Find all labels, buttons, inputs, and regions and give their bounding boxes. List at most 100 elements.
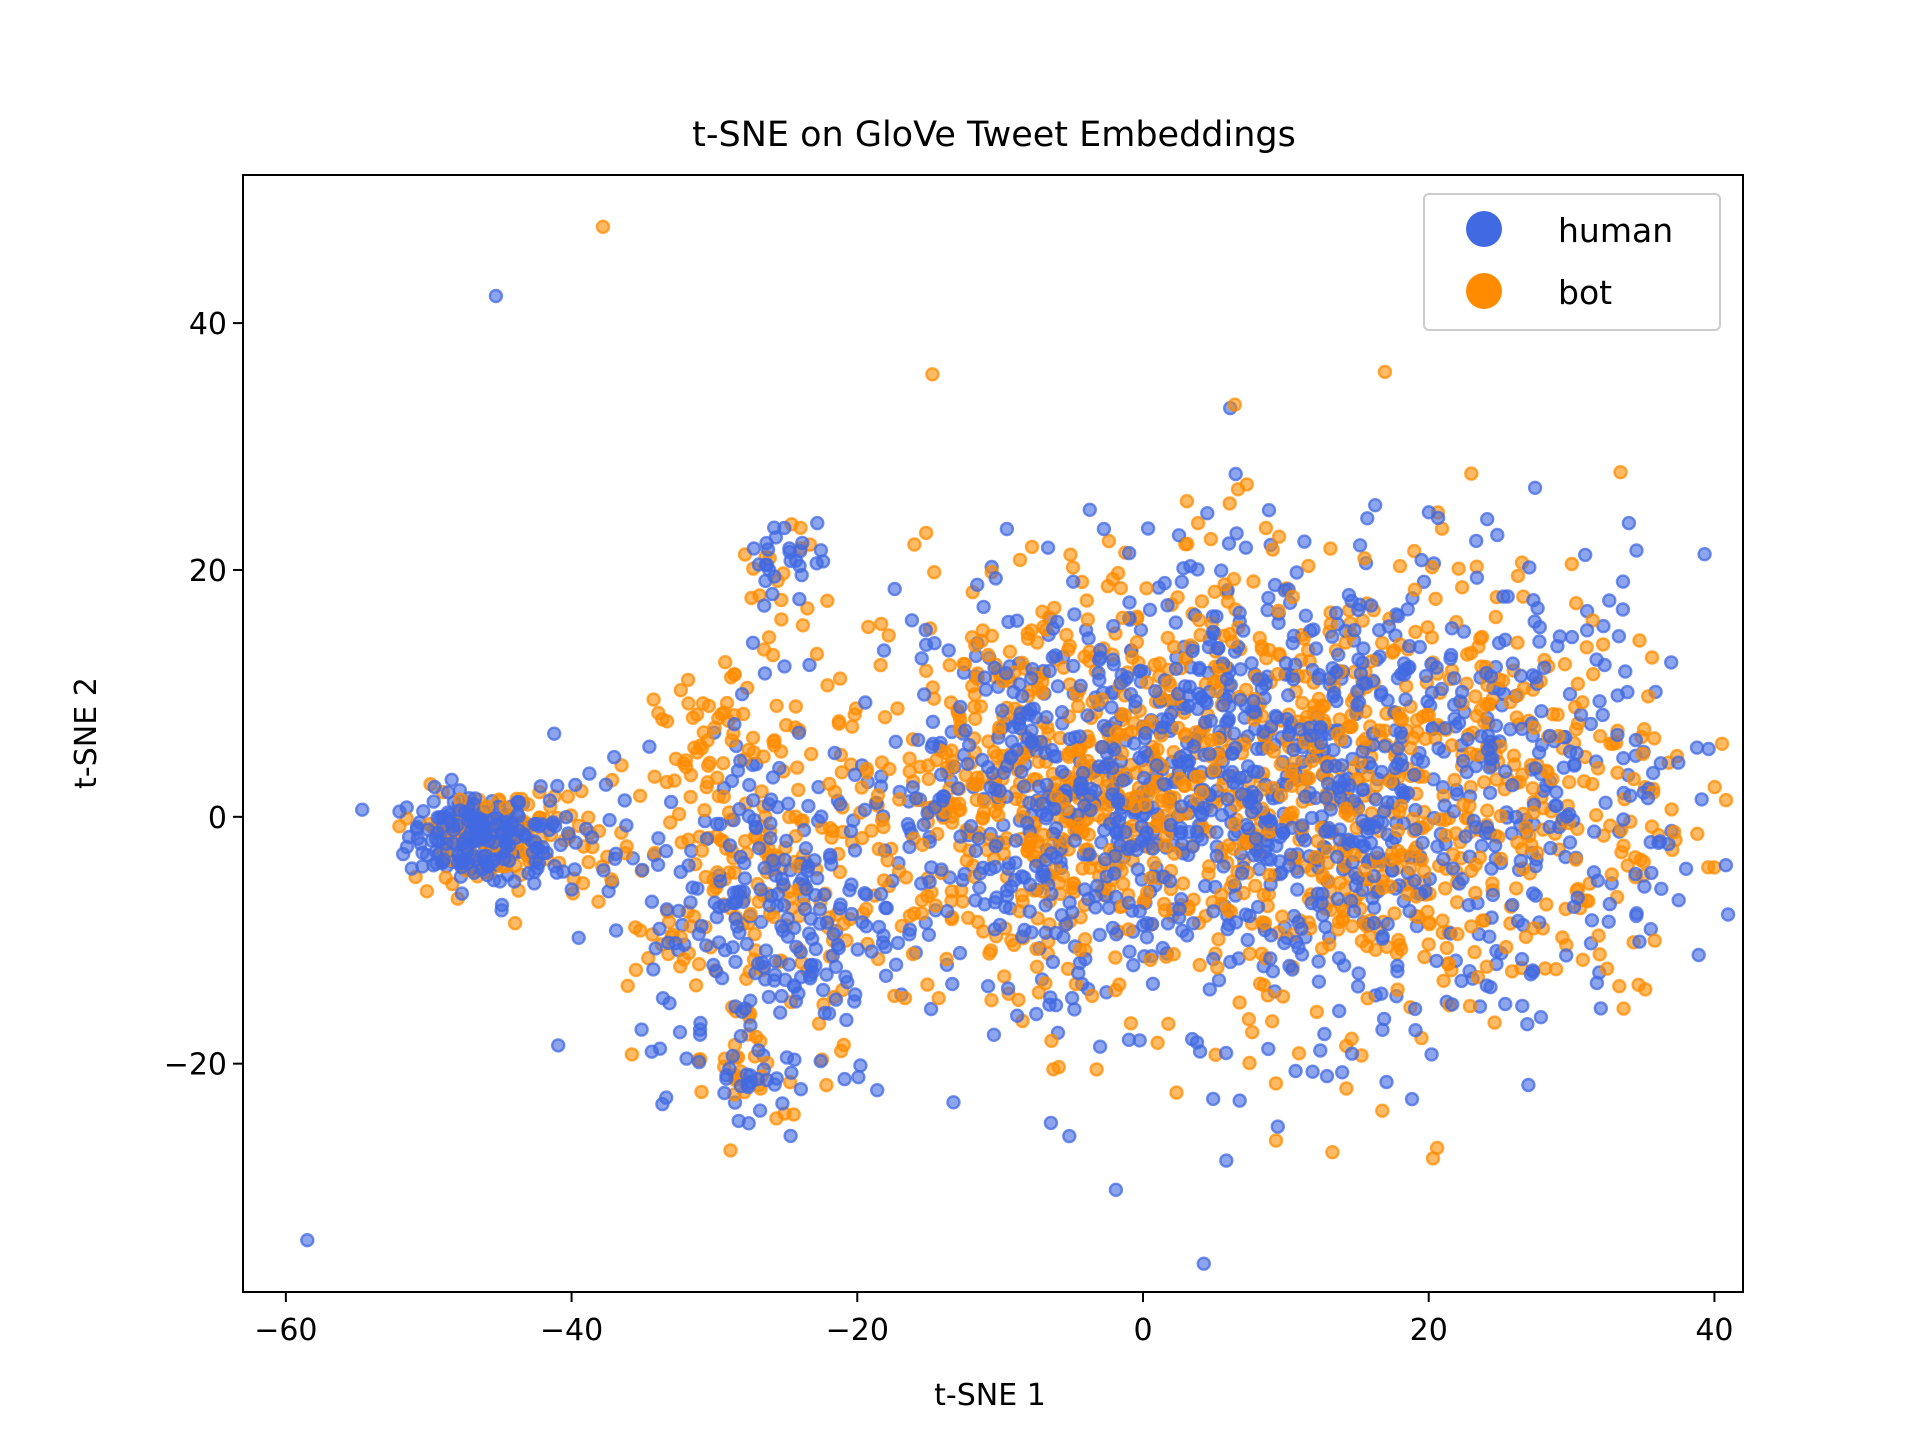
scatter-point-human: [567, 862, 582, 877]
scatter-point-human: [1360, 511, 1375, 526]
scatter-point-human: [1586, 865, 1602, 880]
scatter-point-bot: [766, 734, 781, 749]
scatter-point-bot: [1479, 959, 1495, 974]
scatter-point-human: [1643, 922, 1659, 937]
scatter-point-human: [1298, 608, 1314, 623]
scatter-point-human: [793, 544, 808, 559]
scatter-point-bot: [683, 767, 699, 783]
scatter-point-human: [1303, 728, 1318, 743]
scatter-point-human: [1415, 754, 1431, 769]
scatter-point-human: [1286, 908, 1302, 924]
scatter-point-bot: [1398, 679, 1414, 694]
x-tick-label: −20: [826, 1313, 889, 1348]
scatter-point-bot: [1493, 851, 1509, 866]
scatter-point-bot: [819, 1077, 834, 1093]
scatter-point-bot: [939, 951, 954, 967]
scatter-point-human: [770, 800, 785, 815]
scatter-point-bot: [1464, 919, 1479, 934]
scatter-point-human: [1341, 587, 1357, 603]
scatter-point-bot: [1485, 876, 1500, 891]
scatter-point-human: [1209, 609, 1224, 624]
scatter-point-bot: [1506, 748, 1522, 763]
scatter-point-human: [1029, 1006, 1044, 1022]
scatter-point-human: [1022, 795, 1037, 810]
scatter-point-bot: [691, 957, 707, 972]
scatter-point-human: [1577, 547, 1593, 563]
scatter-point-bot: [1470, 970, 1486, 985]
scatter-point-human: [1366, 915, 1382, 931]
scatter-point-human: [553, 837, 568, 853]
scatter-point-human: [1196, 800, 1211, 816]
scatter-point-bot: [1585, 776, 1600, 792]
scatter-point-human: [1445, 861, 1461, 876]
scatter-point-bot: [1595, 637, 1611, 652]
scatter-point-bot: [945, 759, 960, 774]
scatter-point-human: [774, 871, 790, 887]
scatter-point-human: [968, 843, 983, 858]
scatter-point-bot: [1285, 589, 1301, 605]
scatter-point-human: [1123, 839, 1138, 854]
scatter-point-bot: [976, 805, 992, 820]
scatter-point-human: [1280, 688, 1296, 703]
scatter-point-bot: [834, 1043, 849, 1059]
scatter-point-bot: [1488, 609, 1504, 625]
scatter-point-human: [1072, 781, 1087, 796]
scatter-point-human: [1515, 998, 1530, 1014]
scatter-point-bot: [1256, 887, 1272, 902]
scatter-point-bot: [918, 525, 934, 541]
scatter-point-bot: [859, 901, 874, 917]
scatter-point-bot: [1143, 870, 1159, 886]
scatter-point-human: [1592, 694, 1607, 709]
scatter-point-human: [1485, 887, 1501, 903]
scatter-point-bot: [1031, 985, 1047, 1000]
scatter-point-bot: [1201, 866, 1216, 882]
scatter-point-human: [797, 902, 813, 917]
scatter-point-bot: [676, 952, 691, 967]
scatter-point-human: [1250, 764, 1265, 780]
scatter-point-human: [507, 874, 522, 889]
x-axis-label: t-SNE 1: [934, 1378, 1046, 1413]
scatter-point-human: [1513, 668, 1529, 683]
scatter-point-bot: [1154, 793, 1169, 808]
scatter-point-bot: [710, 770, 725, 785]
scatter-point-human: [1275, 826, 1291, 841]
scatter-point-human: [396, 846, 411, 862]
scatter-point-human: [1107, 866, 1122, 881]
scatter-point-human: [1038, 925, 1053, 940]
scatter-point-bot: [1167, 846, 1182, 861]
scatter-point-bot: [1526, 921, 1542, 936]
scatter-point-bot: [1473, 702, 1489, 717]
scatter-point-bot: [723, 1143, 738, 1158]
scatter-point-human: [1482, 760, 1497, 775]
scatter-point-human: [793, 1081, 809, 1097]
scatter-point-bot: [788, 699, 803, 714]
scatter-point-bot: [1647, 933, 1662, 948]
scatter-point-bot: [694, 843, 710, 858]
scatter-point-human: [1487, 838, 1503, 853]
scatter-point-human: [1653, 756, 1669, 771]
scatter-point-human: [963, 819, 979, 834]
scatter-point-bot: [997, 969, 1012, 984]
scatter-point-human: [777, 520, 792, 536]
scatter-point-human: [1248, 831, 1264, 846]
scatter-point-bot: [1213, 887, 1229, 903]
scatter-point-human: [1689, 740, 1705, 755]
scatter-point-human: [1319, 1068, 1335, 1084]
scatter-point-human: [1430, 839, 1445, 854]
scatter-point-human: [1067, 1002, 1082, 1017]
scatter-point-human: [1304, 810, 1320, 826]
scatter-point-human: [733, 1028, 748, 1044]
scatter-point-bot: [1616, 1001, 1631, 1016]
scatter-point-human: [888, 957, 904, 972]
scatter-point-bot: [1377, 364, 1393, 380]
scatter-point-bot: [1101, 533, 1117, 549]
scatter-point-bot: [1604, 867, 1620, 882]
scatter-point-human: [989, 890, 1004, 905]
scatter-point-bot: [1339, 1081, 1354, 1096]
scatter-point-bot: [1024, 539, 1040, 555]
scatter-point-human: [1455, 753, 1471, 769]
scatter-point-bot: [1158, 838, 1173, 853]
scatter-point-bot: [1217, 577, 1232, 592]
scatter-point-human: [767, 569, 782, 584]
scatter-point-human: [953, 829, 968, 844]
